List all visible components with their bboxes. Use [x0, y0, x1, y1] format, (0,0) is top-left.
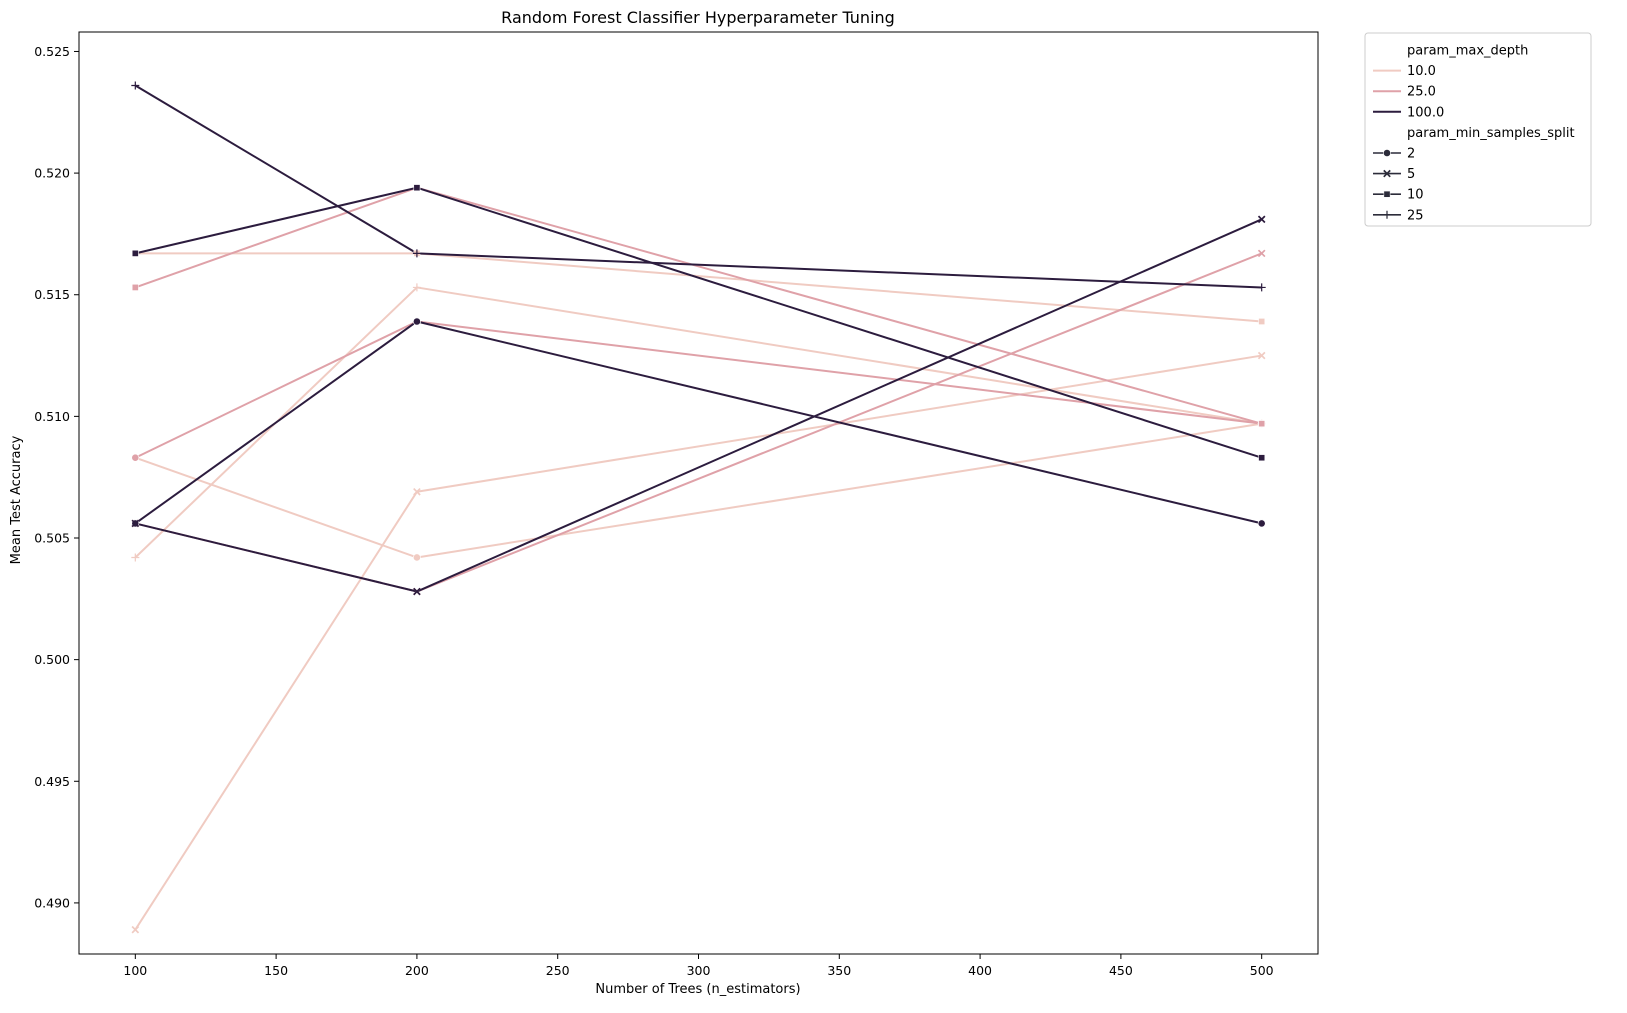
legend-hue-label-0: 10.0	[1407, 64, 1436, 79]
y-tick-label: 0.520	[34, 166, 70, 181]
x-tick-label: 250	[546, 963, 570, 978]
legend-style-marker-3	[1383, 210, 1391, 219]
legend-hue-title: param_max_depth	[1407, 44, 1528, 59]
legend-style-label-3: 25	[1407, 208, 1424, 223]
data-point-5-2	[1257, 249, 1266, 258]
chart-title: Random Forest Classifier Hyperparameter …	[501, 8, 895, 27]
legend-style-label-2: 10	[1407, 188, 1424, 203]
data-point-9-2	[1258, 454, 1266, 462]
y-tick-label: 0.495	[34, 774, 70, 789]
x-tick-label: 200	[405, 963, 429, 978]
series-line-0	[134, 422, 1262, 559]
series-line-10	[134, 84, 1262, 289]
data-point-9-0	[131, 250, 139, 257]
data-point-8-0	[131, 519, 140, 528]
x-tick-label: 300	[687, 963, 711, 978]
data-point-0-1	[413, 553, 421, 562]
data-point-3-0	[131, 553, 140, 562]
data-point-4-0	[131, 453, 140, 462]
x-tick-label: 500	[1250, 963, 1274, 978]
legend-box	[1364, 32, 1592, 227]
x-axis-label: Number of Trees (n_estimators)	[595, 982, 800, 997]
data-point-10-0	[131, 81, 140, 90]
series-line-7	[134, 320, 1262, 525]
data-point-9-1	[413, 184, 421, 192]
y-tick-label: 0.510	[34, 409, 70, 424]
data-point-1-0	[131, 925, 140, 934]
legend-style-marker-2	[1383, 190, 1391, 198]
x-tick-label: 150	[264, 963, 288, 978]
data-point-7-1	[413, 317, 421, 326]
data-point-7-2	[1257, 519, 1266, 528]
y-tick-label: 0.500	[34, 652, 70, 667]
y-tick-label: 0.505	[34, 531, 70, 546]
legend-style-marker-1	[1383, 169, 1391, 178]
data-point-1-1	[413, 487, 421, 496]
y-axis: 0.490 0.495 0.500 0.505 0.510 0.515 0.520 0.525	[34, 44, 79, 910]
y-axis-label: Mean Test Accuracy	[9, 435, 24, 564]
data-point-10-2	[1257, 283, 1266, 292]
data-point-8-2	[1257, 215, 1266, 224]
data-point-1-2	[1257, 351, 1266, 360]
data-point-6-2	[1258, 420, 1266, 428]
data-point-3-1	[412, 283, 421, 292]
data-point-6-0	[131, 284, 139, 291]
x-tick-label: 350	[827, 963, 851, 978]
data-point-2-2	[1258, 318, 1266, 325]
y-tick-label: 0.515	[34, 287, 70, 302]
series-line-1	[134, 354, 1262, 931]
x-tick-label: 400	[968, 963, 992, 978]
legend-style-label-0: 2	[1407, 147, 1415, 162]
legend-hue-label-2: 100.0	[1407, 105, 1444, 120]
x-axis: 100 150 200 250 300 350 400 450 500	[123, 954, 1274, 978]
x-tick-label: 450	[1109, 963, 1133, 978]
series-line-2	[135, 252, 1262, 323]
data-point-10-1	[412, 249, 421, 258]
y-tick-label: 0.490	[34, 895, 70, 910]
plot-area	[78, 31, 1319, 955]
series-line-5	[135, 252, 1263, 593]
data-point-8-1	[413, 587, 421, 596]
legend: param_max_depth 10.0 25.0 100.0 param_min_sa…	[1364, 32, 1592, 227]
legend-style-title: param_min_samples_split	[1407, 126, 1575, 141]
legend-style-marker-0	[1383, 149, 1391, 157]
y-tick-label: 0.525	[34, 44, 70, 59]
legend-style-label-1: 5	[1407, 167, 1415, 182]
legend-hue-label-1: 25.0	[1407, 85, 1436, 100]
x-tick-label: 100	[123, 963, 147, 978]
